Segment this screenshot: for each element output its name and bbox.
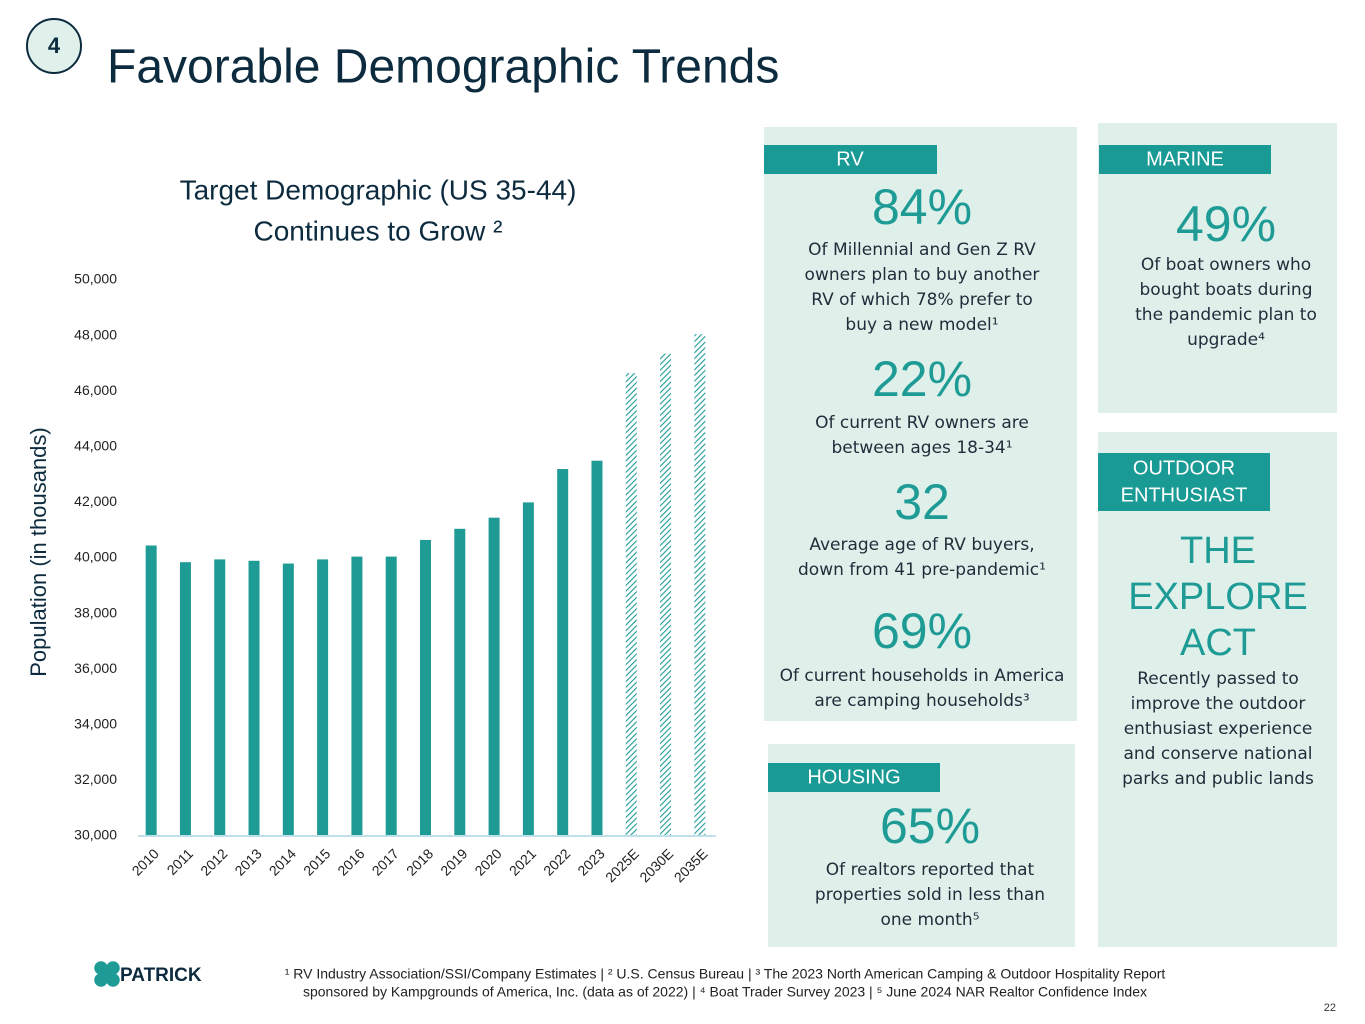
panel-tag: ENTHUSIAST — [1121, 484, 1248, 506]
headline: ACT — [1180, 622, 1256, 664]
x-tick-label: 2010 — [129, 845, 162, 878]
stat-text: improve the outdoor — [1131, 694, 1306, 714]
bar — [282, 563, 294, 836]
stat-text: Of boat owners who — [1141, 255, 1311, 275]
bar — [214, 559, 226, 836]
x-tick-label: 2017 — [369, 845, 402, 878]
x-tick-label: 2021 — [506, 845, 539, 878]
bar — [660, 353, 672, 836]
bar — [179, 562, 191, 836]
stat-text: owners plan to buy another — [805, 265, 1040, 285]
stat-text: RV of which 78% prefer to — [811, 290, 1033, 310]
stat-value: 49% — [1176, 196, 1276, 252]
x-tick-label: 2035E — [671, 845, 711, 885]
tag-bg — [768, 763, 940, 792]
y-tick-label: 32,000 — [74, 771, 117, 787]
y-tick-label: 50,000 — [74, 271, 117, 287]
bar — [454, 528, 466, 836]
footnote: ¹ RV Industry Association/SSI/Company Es… — [285, 966, 1166, 982]
panel — [764, 127, 1077, 721]
page-number: 22 — [1324, 1002, 1336, 1014]
stat-text: down from 41 pre-pandemic¹ — [798, 560, 1046, 580]
chart-title: Continues to Grow ² — [254, 215, 503, 246]
panel-tag: MARINE — [1146, 148, 1224, 170]
stat-text: and conserve national — [1123, 744, 1312, 764]
x-tick-label: 2015 — [300, 845, 333, 878]
footnote: sponsored by Kampgrounds of America, Inc… — [303, 984, 1147, 1000]
panel-tag: RV — [836, 148, 864, 170]
stat-text: the pandemic plan to — [1135, 305, 1317, 325]
x-tick-label: 2018 — [403, 845, 436, 878]
logo: PATRICK — [120, 965, 202, 986]
tag-bg — [1098, 453, 1270, 511]
bar — [351, 556, 363, 836]
x-tick-label: 2025E — [602, 845, 642, 885]
stat-value: 22% — [872, 351, 972, 407]
slide-title: Favorable Demographic Trends — [107, 41, 779, 94]
logo-icon — [94, 961, 120, 987]
chart-title: Target Demographic (US 35-44) — [180, 174, 577, 205]
bar — [694, 334, 706, 836]
x-tick-label: 2016 — [334, 845, 367, 878]
stat-text: are camping households³ — [814, 691, 1029, 711]
bar — [385, 556, 397, 836]
bar — [522, 502, 534, 836]
panel-tag: HOUSING — [807, 766, 900, 788]
stat-text: upgrade⁴ — [1187, 330, 1265, 350]
stat-value: 65% — [880, 798, 980, 854]
headline: EXPLORE — [1128, 576, 1308, 618]
y-tick-label: 40,000 — [74, 549, 117, 565]
panel-tag: OUTDOOR — [1133, 457, 1235, 479]
y-tick-label: 46,000 — [74, 382, 117, 398]
x-tick-label: 2019 — [437, 845, 470, 878]
stat-text: Of current RV owners are — [815, 413, 1029, 433]
stat-value: 32 — [894, 474, 950, 530]
y-tick-label: 48,000 — [74, 326, 117, 342]
stat-text: Average age of RV buyers, — [809, 535, 1034, 555]
y-tick-label: 44,000 — [74, 438, 117, 454]
panel — [1098, 432, 1337, 947]
badge-circle — [26, 18, 82, 74]
stat-text: enthusiast experience — [1124, 719, 1313, 739]
x-tick-label: 2013 — [231, 845, 264, 878]
stat-text: buy a new model¹ — [845, 315, 998, 335]
stat-text: parks and public lands — [1122, 769, 1314, 789]
stat-text: Of current households in America — [780, 666, 1065, 686]
headline: THE — [1180, 530, 1256, 572]
bar — [420, 539, 431, 836]
bar — [488, 517, 500, 836]
y-axis-label: Population (in thousands) — [26, 427, 51, 677]
stat-value: 69% — [872, 603, 972, 659]
x-tick-label: 2014 — [266, 845, 299, 878]
x-tick-label: 2020 — [471, 845, 504, 878]
x-tick-label: 2012 — [197, 845, 230, 878]
stat-text: Of realtors reported that — [826, 860, 1035, 880]
stat-text: one month⁵ — [880, 910, 979, 930]
y-tick-label: 38,000 — [74, 604, 117, 620]
y-tick-label: 42,000 — [74, 493, 117, 509]
y-tick-label: 30,000 — [74, 827, 117, 843]
bar — [591, 460, 603, 836]
tag-bg — [764, 145, 937, 174]
bar — [557, 469, 569, 836]
x-tick-label: 2011 — [164, 845, 197, 878]
y-tick-label: 34,000 — [74, 716, 117, 732]
bar — [317, 559, 329, 836]
bar — [248, 560, 260, 836]
stat-text: Of Millennial and Gen Z RV — [808, 240, 1036, 260]
bar — [625, 373, 637, 836]
badge: 4 — [48, 33, 61, 58]
tag-bg — [1099, 145, 1271, 174]
stat-text: Recently passed to — [1137, 669, 1299, 689]
x-tick-label: 2022 — [540, 845, 573, 878]
y-tick-label: 36,000 — [74, 660, 117, 676]
bar — [145, 545, 157, 836]
stat-value: 84% — [872, 179, 972, 235]
stat-text: properties sold in less than — [815, 885, 1045, 905]
stat-text: bought boats during — [1140, 280, 1313, 300]
stat-text: between ages 18-34¹ — [831, 438, 1012, 458]
x-tick-label: 2030E — [636, 845, 676, 885]
